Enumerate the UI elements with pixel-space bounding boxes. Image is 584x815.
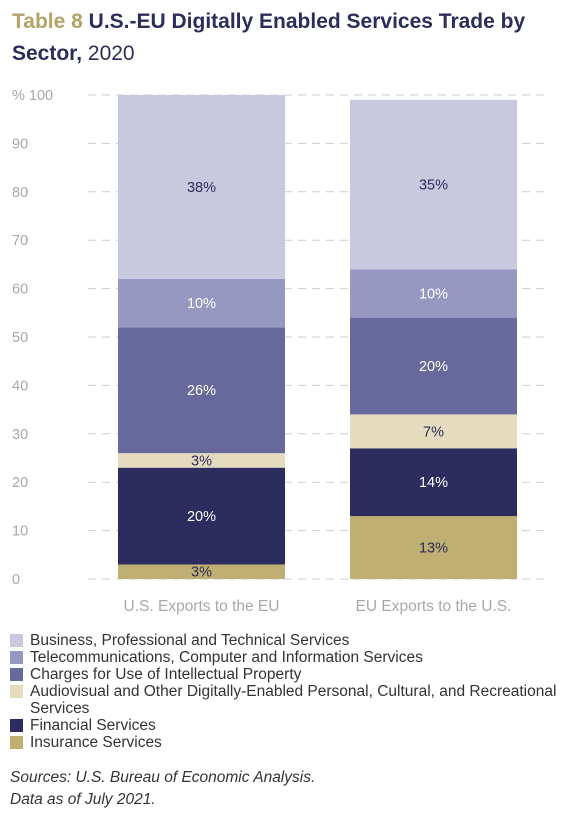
legend-swatch — [10, 719, 23, 732]
y-tick-label: 70 — [12, 233, 28, 249]
title-year: 2020 — [87, 42, 135, 65]
legend-swatch — [10, 668, 23, 681]
bar-segment — [118, 95, 285, 279]
legend-label: Audiovisual and Other Digitally-Enabled … — [30, 683, 557, 717]
data-label: 10% — [419, 286, 448, 302]
table-number: Table 8 — [12, 10, 83, 33]
legend-label: Telecommunications, Computer and Informa… — [30, 649, 423, 666]
legend-swatch — [10, 736, 23, 749]
y-tick-label: 20 — [12, 475, 28, 491]
sources-note: Sources: U.S. Bureau of Economic Analysi… — [10, 767, 315, 811]
legend: Business, Professional and Technical Ser… — [10, 632, 575, 751]
data-label: 13% — [419, 541, 448, 557]
legend-item: Insurance Services — [10, 734, 575, 751]
legend-label: Business, Professional and Technical Ser… — [30, 632, 350, 649]
y-tick-label: 0 — [12, 572, 20, 588]
data-label: 38% — [187, 180, 216, 196]
legend-label: Insurance Services — [30, 734, 162, 751]
bar-segment — [118, 467, 285, 565]
title-main: U.S.-EU Digitally Enabled Services Trade… — [12, 10, 526, 65]
y-tick-label: 60 — [12, 282, 28, 298]
data-label: 7% — [423, 424, 444, 440]
legend-item: Business, Professional and Technical Ser… — [10, 632, 575, 649]
bar-segment — [350, 414, 517, 449]
chart-title: Table 8 U.S.-EU Digitally Enabled Servic… — [12, 6, 577, 70]
legend-item: Charges for Use of Intellectual Property — [10, 666, 575, 683]
data-label: 10% — [187, 296, 216, 312]
data-label: 3% — [191, 453, 212, 469]
data-label: 35% — [419, 178, 448, 194]
legend-label: Charges for Use of Intellectual Property — [30, 666, 302, 683]
data-label: 14% — [419, 475, 448, 491]
bar-segment — [350, 269, 517, 318]
data-label: 20% — [419, 359, 448, 375]
legend-item: Audiovisual and Other Digitally-Enabled … — [10, 683, 575, 717]
bar-segment — [350, 516, 517, 579]
data-date-line: Data as of July 2021. — [10, 791, 156, 808]
bar-segment — [350, 448, 517, 517]
y-tick-label: 50 — [12, 330, 28, 346]
data-label: 26% — [187, 383, 216, 399]
category-label: U.S. Exports to the EU — [124, 598, 280, 615]
y-tick-label: 10 — [12, 524, 28, 540]
legend-item: Financial Services — [10, 717, 575, 734]
category-label: EU Exports to the U.S. — [356, 598, 512, 615]
sources-line: Sources: U.S. Bureau of Economic Analysi… — [10, 769, 316, 786]
y-tick-label: 90 — [12, 136, 28, 152]
legend-swatch — [10, 651, 23, 664]
bar-segment — [118, 278, 285, 328]
legend-label: Financial Services — [30, 717, 156, 734]
bar-segment — [118, 564, 285, 579]
y-tick-label: 30 — [12, 427, 28, 443]
legend-swatch — [10, 685, 23, 698]
data-label: 3% — [191, 565, 212, 581]
bar-segment — [118, 453, 285, 468]
legend-swatch — [10, 634, 23, 647]
y-tick-label: 40 — [12, 378, 28, 394]
bar-segment — [350, 99, 517, 270]
y-tick-label: % 100 — [12, 88, 53, 104]
bar-segment — [350, 317, 517, 415]
data-label: 20% — [187, 509, 216, 525]
y-tick-label: 80 — [12, 185, 28, 201]
legend-item: Telecommunications, Computer and Informa… — [10, 649, 575, 666]
bar-segment — [118, 327, 285, 454]
stacked-bar-chart: 0 10 20 30 40 50 60 70 80 90 % 100 3% 20% 3% 26% 10% 38%… — [12, 88, 550, 615]
